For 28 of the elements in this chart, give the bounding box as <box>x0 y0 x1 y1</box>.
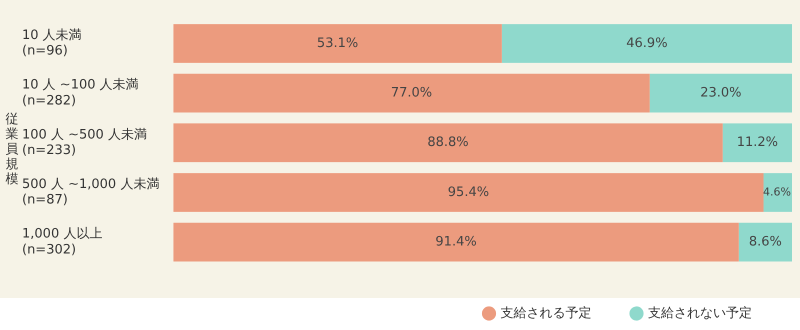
y-tick-label: 10 人未満 (n=96) <box>22 28 82 59</box>
bar <box>650 74 792 112</box>
bar <box>173 123 723 162</box>
bar <box>722 123 792 162</box>
y-tick-label: 100 人 ~500 人未満 (n=233) <box>22 127 147 158</box>
legend-label: 支給されない予定 <box>648 306 752 321</box>
bar <box>502 24 792 63</box>
data-label: 11.2% <box>736 135 778 150</box>
legend-label: 支給される予定 <box>500 306 592 321</box>
data-label: 8.6% <box>748 234 782 250</box>
bar <box>173 74 650 112</box>
data-label: 46.9% <box>626 36 668 51</box>
bar <box>764 173 792 212</box>
data-label: 77.0% <box>390 85 432 100</box>
y-axis-title: 従業員規模 <box>4 112 20 187</box>
data-label: 4.6% <box>763 185 791 198</box>
y-tick-label: 10 人 ~100 人未満 (n=282) <box>22 78 139 108</box>
bar <box>173 222 739 262</box>
data-label: 23.0% <box>700 85 742 100</box>
bar <box>173 24 502 63</box>
data-label: 95.4% <box>448 184 490 200</box>
bar <box>173 173 764 212</box>
y-tick-label: 1,000 人以上 (n=302) <box>22 226 102 258</box>
data-label: 53.1% <box>316 36 358 51</box>
bar <box>738 222 792 262</box>
data-label: 91.4% <box>435 234 477 250</box>
data-label: 88.8% <box>427 135 469 150</box>
y-tick-label: 500 人 ~1,000 人未満 (n=87) <box>22 177 160 208</box>
